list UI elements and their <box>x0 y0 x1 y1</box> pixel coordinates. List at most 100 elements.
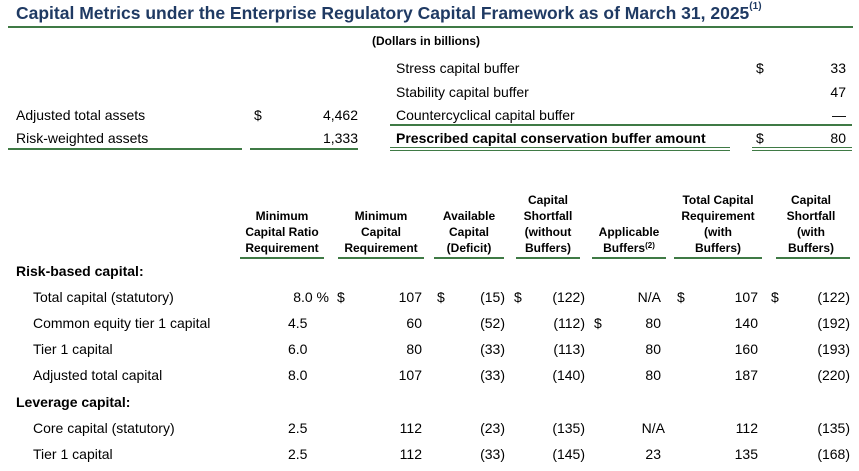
header-rule <box>516 257 580 259</box>
col-header-line: Shortfall <box>786 209 836 223</box>
col-header-line: Capital <box>360 225 401 239</box>
cell-min-capital: 112 <box>399 420 422 436</box>
col-header-line: Capital Ratio <box>245 225 319 239</box>
cell-total-requirement: 140 <box>734 315 758 331</box>
buffer-value: 33 <box>830 60 846 76</box>
cell-currency: $ <box>337 289 345 305</box>
row-label: Tier 1 capital <box>33 341 113 357</box>
col-header-shortfall-no-buffers: Capital Shortfall (without Buffers) <box>514 192 582 256</box>
buffer-label: Stress capital buffer <box>396 60 520 76</box>
asset-value: 4,462 <box>322 107 358 123</box>
cell-shortfall: (135) <box>552 420 585 436</box>
cell-buffers: N/A <box>641 420 665 436</box>
buffer-total-value: 80 <box>830 130 846 146</box>
row-label: Core capital (statutory) <box>33 420 175 436</box>
col-header-line: Minimum <box>255 209 309 223</box>
col-header-line: Capital <box>448 225 489 239</box>
col-header-applicable-buffers: Applicable Buffers(2) <box>590 224 668 256</box>
row-label: Adjusted total capital <box>33 367 163 383</box>
col-header-line: Shortfall <box>523 209 573 223</box>
buffer-double-rule <box>752 147 852 151</box>
title-footnote: (1) <box>749 1 762 12</box>
cell-total-requirement: 187 <box>734 367 758 383</box>
col-header-total-requirement: Total Capital Requirement (with Buffers) <box>672 192 764 256</box>
col-header-line: Requirement <box>344 241 418 255</box>
col-header-text: Buffers <box>603 241 646 255</box>
asset-rule <box>250 148 358 150</box>
cell-available: (52) <box>480 315 505 331</box>
col-header-line: Buffers) <box>524 241 571 255</box>
asset-label: Risk-weighted assets <box>16 130 149 146</box>
cell-min-capital: 80 <box>406 341 422 357</box>
buffer-label: Stability capital buffer <box>396 84 529 100</box>
cell-shortfall-with-buffers: (193) <box>817 341 850 357</box>
buffer-total-label: Prescribed capital conservation buffer a… <box>396 130 706 146</box>
col-header-min-ratio: Minimum Capital Ratio Requirement <box>238 208 326 256</box>
cell-total-requirement: 112 <box>735 420 758 436</box>
cell-shortfall: (145) <box>552 446 585 462</box>
cell-ratio: 4.5 <box>288 315 308 331</box>
cell-total-requirement: 135 <box>734 446 758 462</box>
col-header-line: Applicable <box>598 225 660 239</box>
row-label: Total capital (statutory) <box>33 289 174 305</box>
cell-available: (23) <box>480 420 505 436</box>
header-rule <box>592 257 666 259</box>
cell-min-capital: 107 <box>398 289 422 305</box>
col-header-line: Available <box>442 209 496 223</box>
buffer-currency: $ <box>756 130 764 146</box>
header-rule <box>240 257 324 259</box>
cell-available: (15) <box>480 289 505 305</box>
cell-shortfall-with-buffers: (122) <box>817 289 850 305</box>
col-header-line: (with <box>704 225 732 239</box>
col-header-line: Requirement <box>681 209 755 223</box>
cell-min-capital: 112 <box>399 446 422 462</box>
cell-min-capital: 60 <box>406 315 422 331</box>
col-header-line: Capital <box>527 193 568 207</box>
buffer-currency: $ <box>756 60 764 76</box>
col-header-line: (without <box>524 225 572 239</box>
col-header-min-capital: Minimum Capital Requirement <box>336 208 426 256</box>
cell-buffers: N/A <box>637 289 661 305</box>
page-title: Capital Metrics under the Enterprise Reg… <box>16 1 762 24</box>
asset-currency: $ <box>254 107 262 123</box>
header-rule <box>674 257 762 259</box>
cell-buffers: 23 <box>645 446 661 462</box>
col-header-line: Minimum <box>354 209 408 223</box>
cell-available: (33) <box>480 341 505 357</box>
section-heading: Risk-based capital: <box>16 263 144 279</box>
cell-ratio: 2.5 <box>288 420 308 436</box>
header-rule <box>434 257 504 259</box>
cell-shortfall: (112) <box>553 315 585 331</box>
cell-currency: $ <box>514 289 522 305</box>
buffer-value: 47 <box>830 84 846 100</box>
buffer-double-rule <box>390 147 730 151</box>
row-label: Tier 1 capital <box>33 446 113 462</box>
col-header-line: Buffers(2) <box>590 240 668 256</box>
cell-buffers: 80 <box>645 315 661 331</box>
buffer-label: Countercyclical capital buffer <box>396 107 575 123</box>
cell-shortfall-with-buffers: (168) <box>817 446 850 462</box>
header-rule <box>338 257 424 259</box>
col-header-line: Buffers) <box>694 241 741 255</box>
col-header-footnote: (2) <box>645 241 655 250</box>
cell-shortfall-with-buffers: (220) <box>817 367 850 383</box>
cell-shortfall: (122) <box>552 289 585 305</box>
header-rule <box>776 257 850 259</box>
cell-available: (33) <box>480 367 505 383</box>
col-header-shortfall-with-buffers: Capital Shortfall (with Buffers) <box>774 192 848 256</box>
cell-shortfall: (140) <box>552 367 585 383</box>
cell-ratio: 2.5 <box>288 446 308 462</box>
cell-total-requirement: 107 <box>734 289 758 305</box>
cell-available: (33) <box>480 446 505 462</box>
title-rule <box>8 26 853 28</box>
cell-buffers: 80 <box>645 367 661 383</box>
cell-currency: $ <box>437 289 445 305</box>
col-header-line: (with <box>797 225 825 239</box>
col-header-line: Capital <box>790 193 831 207</box>
asset-rule <box>8 148 242 150</box>
cell-ratio: 8.0 % <box>293 289 329 305</box>
asset-label: Adjusted total assets <box>16 107 146 123</box>
col-header-line: Total Capital <box>682 193 754 207</box>
col-header-line: (Deficit) <box>446 241 492 255</box>
units-note: (Dollars in billions) <box>372 34 481 48</box>
